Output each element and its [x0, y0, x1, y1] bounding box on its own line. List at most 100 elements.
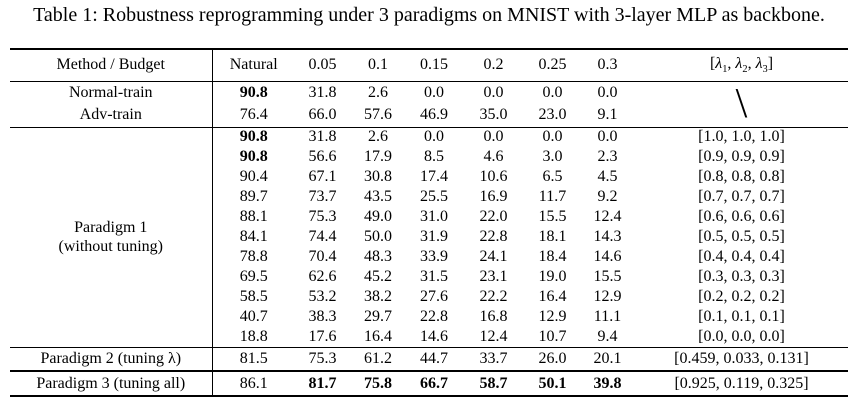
- value-cell: 62.6: [308, 268, 337, 285]
- value-cell: 30.8: [364, 168, 392, 185]
- value-cell: 0.0: [424, 128, 444, 146]
- lambda-cell: [0.1, 0.1, 0.1]: [698, 308, 785, 325]
- col-header-budget-0-3: 0.3: [580, 49, 635, 82]
- value-cell: 76.4: [212, 104, 295, 128]
- value-cell: 61.2: [350, 347, 406, 372]
- value-cell: 40.7: [239, 308, 268, 325]
- value-cell: 31.8: [308, 128, 337, 146]
- value-cell: 58.7: [479, 374, 508, 392]
- lambda-cell: [0.0, 0.0, 0.0]: [635, 327, 848, 348]
- col-header-budget-0-2: 0.2: [462, 49, 525, 82]
- value-cell: 9.4: [580, 327, 635, 348]
- value-cell: 16.4: [350, 327, 406, 348]
- value-cell: 10.7: [525, 327, 580, 348]
- value-cell: 12.4: [593, 208, 622, 225]
- value-cell: 84.1: [239, 228, 268, 245]
- lambda-cell: [0.3, 0.3, 0.3]: [698, 268, 785, 285]
- value-cell: 78.8: [239, 248, 268, 265]
- value-cell: 69.5: [239, 268, 268, 285]
- value-cell: 31.5: [420, 268, 448, 285]
- value-cell: 33.9: [420, 248, 448, 265]
- value-cell: 39.8: [593, 374, 622, 392]
- value-cell: 18.4: [538, 248, 567, 265]
- table-row: 90.4 67.1 30.8 17.4 10.6 6.5 4.5 [0.8, 0.8, 0.8…: [10, 167, 848, 187]
- value-cell: 88.1: [239, 208, 268, 225]
- paradigm1-label-line2: (without tuning): [58, 238, 163, 255]
- value-cell: 89.7: [239, 188, 268, 205]
- lambda-cell: [0.4, 0.4, 0.4]: [698, 248, 785, 265]
- value-cell: 0.0: [542, 128, 563, 146]
- value-cell: 3.0: [542, 148, 563, 165]
- value-cell: 31.0: [420, 208, 448, 225]
- value-cell: 75.3: [308, 208, 337, 225]
- value-cell: 70.4: [308, 248, 337, 265]
- table-row: Normal-train 90.8 31.8 2.6 0.0 0.0 0.0 0.0 \: [10, 81, 848, 128]
- value-cell: 0.0: [597, 83, 618, 101]
- col-header-method-budget: Method / Budget: [10, 49, 213, 82]
- table-row: Adv-train 76.4 66.0 57.6 46.9 35.0 23.0 9.1: [10, 104, 848, 128]
- value-cell: 81.5: [212, 347, 295, 372]
- table-row: 78.8 70.4 48.3 33.9 24.1 18.4 14.6 [0.4, 0.4, 0…: [10, 247, 848, 267]
- value-cell: 4.6: [483, 148, 504, 165]
- table-row: 18.8 17.6 16.4 14.6 12.4 10.7 9.4 [0.0, 0.0, 0.…: [10, 327, 848, 348]
- value-cell: 58.5: [239, 288, 268, 305]
- table-row: 90.8 56.6 17.9 8.5 4.6 3.0 2.3 [0.9, 0.9, 0.9]: [10, 147, 848, 167]
- value-cell: 24.1: [479, 248, 508, 265]
- method-label: Paradigm 3 (tuning all): [10, 371, 213, 396]
- value-cell: 73.7: [308, 188, 337, 205]
- value-cell: 17.4: [420, 168, 448, 185]
- value-cell: 29.7: [364, 308, 392, 325]
- value-cell: 46.9: [406, 104, 462, 128]
- results-table: Method / Budget Natural 0.05 0.1 0.15 0.…: [10, 48, 848, 397]
- method-label: Normal-train: [10, 81, 213, 104]
- value-cell: 18.8: [212, 327, 295, 348]
- value-cell: 22.8: [420, 308, 448, 325]
- value-cell: 8.5: [424, 148, 444, 165]
- value-cell: 57.6: [350, 104, 406, 128]
- table-row: Paradigm 2 (tuning λ) 81.5 75.3 61.2 44.7 33.…: [10, 347, 848, 372]
- value-cell: 26.0: [525, 347, 580, 372]
- value-cell: 50.1: [538, 374, 567, 392]
- value-cell: 81.7: [308, 374, 337, 392]
- table-row: Paradigm 1 (without tuning) 90.8 31.8 2.6 0.0…: [10, 127, 848, 348]
- lambda-cell: [0.2, 0.2, 0.2]: [698, 288, 785, 305]
- value-cell: 17.9: [364, 148, 392, 165]
- value-cell: 4.5: [597, 168, 618, 185]
- value-cell: 38.3: [308, 308, 337, 325]
- lambda-cell: [0.8, 0.8, 0.8]: [698, 168, 785, 185]
- table-row: Paradigm 3 (tuning all) 86.1 81.7 75.8 66.7 5…: [10, 371, 848, 396]
- value-cell: 66.7: [420, 374, 448, 392]
- value-cell: 2.6: [368, 128, 388, 146]
- value-cell: 66.0: [295, 104, 350, 128]
- method-label: Adv-train: [10, 104, 213, 128]
- col-header-budget-0-05: 0.05: [295, 49, 350, 82]
- value-cell: 56.6: [308, 148, 337, 165]
- value-cell: 10.6: [479, 168, 508, 185]
- method-label: Paradigm 2 (tuning λ): [10, 347, 213, 372]
- value-cell: 22.0: [479, 208, 508, 225]
- value-cell: 19.0: [538, 268, 567, 285]
- value-cell: 14.6: [406, 327, 462, 348]
- value-cell: 27.6: [420, 288, 448, 305]
- value-cell: 90.8: [239, 148, 268, 165]
- value-cell: 12.9: [593, 288, 622, 305]
- value-cell: 74.4: [308, 228, 337, 245]
- value-cell: 48.3: [364, 248, 392, 265]
- value-cell: 33.7: [462, 347, 525, 372]
- value-cell: 67.1: [308, 168, 337, 185]
- table-row: 89.7 73.7 43.5 25.5 16.9 11.7 9.2 [0.7, 0.7, 0.…: [10, 187, 848, 207]
- col-header-budget-0-25: 0.25: [525, 49, 580, 82]
- table-row: 58.5 53.2 38.2 27.6 22.2 16.4 12.9 [0.2, 0.2, 0…: [10, 287, 848, 307]
- value-cell: 15.5: [538, 208, 567, 225]
- table-row: 88.1 75.3 49.0 31.0 22.0 15.5 12.4 [0.6, 0.6, 0…: [10, 207, 848, 227]
- table-row: 69.5 62.6 45.2 31.5 23.1 19.0 15.5 [0.3, 0.3, 0…: [10, 267, 848, 287]
- value-cell: 22.2: [479, 288, 508, 305]
- value-cell: 23.1: [479, 268, 508, 285]
- value-cell: 75.8: [364, 374, 392, 392]
- lambda-cell: [1.0, 1.0, 1.0]: [698, 128, 785, 146]
- value-cell: 16.9: [479, 188, 508, 205]
- lambda-cell: [0.925, 0.119, 0.325]: [674, 374, 809, 392]
- value-cell: 35.0: [462, 104, 525, 128]
- value-cell: 14.6: [593, 248, 622, 265]
- value-cell: 90.4: [239, 168, 268, 185]
